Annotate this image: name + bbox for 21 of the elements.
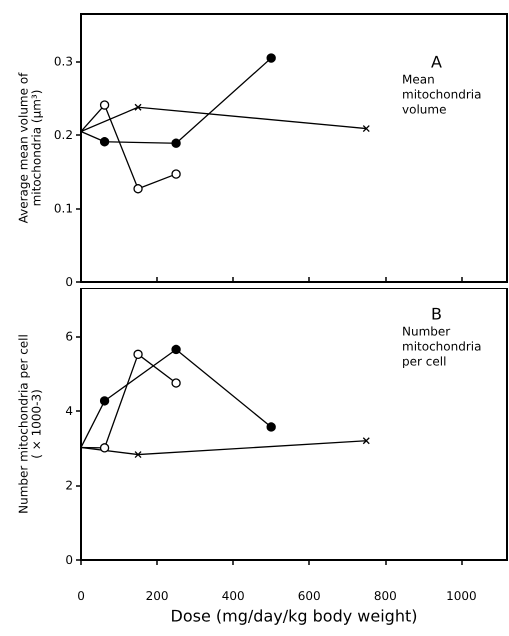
annotation: Number mitochondria per cell [402, 324, 482, 368]
y-tick-label: 2 [65, 478, 73, 492]
x-tick-label: 0 [77, 589, 85, 603]
y-tick-label: 6 [65, 329, 73, 344]
y-tick-label: 0 [65, 275, 73, 289]
y-axis-title: Number mitochondria per cell ( × 1000-3) [16, 334, 44, 514]
x-tick-label: 400 [222, 589, 245, 603]
y-tick-label: 0.2 [54, 128, 73, 142]
x-tick-label: 600 [298, 589, 321, 603]
x-tick-label: 1000 [446, 589, 477, 603]
annotation: Mean mitochondria volume [402, 72, 482, 116]
y-tick-label: 0 [65, 553, 73, 567]
y-axis-title: Average mean volume of mitochondria (μm³) [16, 72, 44, 224]
x-tick-label: 800 [374, 589, 397, 603]
y-tick-label: 0.1 [54, 202, 73, 216]
y-tick-label: 4 [65, 404, 73, 418]
annotation: A [431, 52, 442, 72]
y-tick-label: 0.3 [54, 54, 73, 69]
x-tick-label: 200 [146, 589, 169, 603]
annotation: B [431, 304, 442, 324]
x-axis-title: Dose (mg/day/kg body weight) [170, 606, 418, 626]
